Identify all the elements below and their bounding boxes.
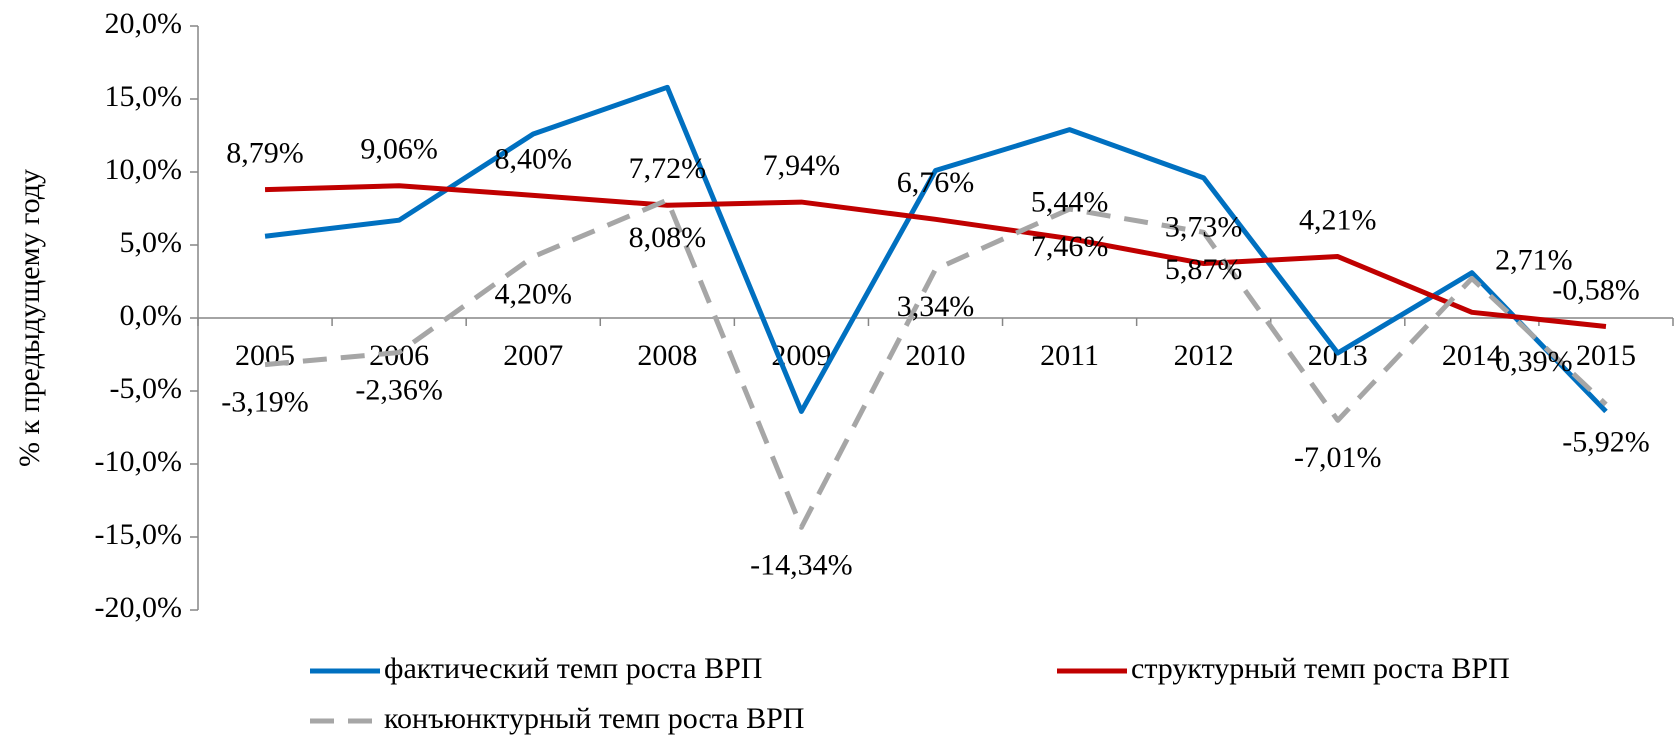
data-label: -5,92% [1562,425,1649,458]
data-label: 7,72% [629,152,707,185]
data-label: 0,39% [1495,345,1573,378]
data-label: 4,20% [494,278,572,311]
y-tick-label: -20,0% [95,591,182,624]
data-label: 8,40% [494,142,572,175]
data-label: -7,01% [1294,441,1381,474]
data-label: 7,94% [763,149,841,182]
y-tick-label: 5,0% [120,226,183,259]
x-tick-label: 2005 [235,339,295,372]
data-label: 8,08% [629,221,707,254]
x-tick-label: 2014 [1442,339,1502,372]
y-tick-label: -5,0% [110,372,182,405]
data-label: 5,87% [1165,253,1243,286]
legend-label: структурный темп роста ВРП [1131,652,1510,685]
data-label: 4,21% [1299,203,1377,236]
y-tick-label: 0,0% [120,299,183,332]
x-tick-label: 2008 [637,339,697,372]
y-tick-label: 10,0% [105,153,183,186]
x-tick-label: 2006 [369,339,429,372]
data-label: -2,36% [355,373,442,406]
y-tick-label: -15,0% [95,518,182,551]
series-line [264,183,1607,329]
series-line [264,197,1608,530]
data-label: 8,79% [226,137,304,170]
data-label: 3,34% [897,290,975,323]
data-label: 5,44% [1031,185,1109,218]
data-label: -3,19% [221,385,308,418]
y-axis-label: % к предыдущему году [13,169,46,467]
x-tick-label: 2015 [1576,339,1636,372]
data-label: 3,73% [1165,210,1243,243]
y-tick-label: -10,0% [95,445,182,478]
y-tick-label: 20,0% [105,7,183,40]
data-label: 6,76% [897,166,975,199]
legend-label: фактический темп роста ВРП [384,652,762,685]
series-line [264,84,1608,414]
data-label: -14,34% [750,548,852,581]
x-tick-label: 2007 [503,339,563,372]
x-tick-label: 2012 [1174,339,1234,372]
legend-label: конъюнктурный темп роста ВРП [384,702,804,735]
data-label: -0,58% [1552,273,1639,306]
data-label: 7,46% [1031,230,1109,263]
y-tick-label: 15,0% [105,80,183,113]
data-label: 9,06% [360,133,438,166]
x-tick-label: 2010 [906,339,966,372]
x-tick-label: 2011 [1040,339,1099,372]
data-label: 2,71% [1495,243,1573,276]
